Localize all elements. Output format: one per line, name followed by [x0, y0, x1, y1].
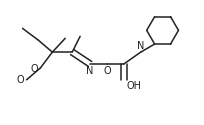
Text: OH: OH [127, 81, 142, 91]
Text: O: O [103, 66, 111, 76]
Text: N: N [137, 41, 144, 51]
Text: N: N [86, 66, 94, 76]
Text: O: O [31, 64, 38, 74]
Text: O: O [17, 75, 24, 85]
